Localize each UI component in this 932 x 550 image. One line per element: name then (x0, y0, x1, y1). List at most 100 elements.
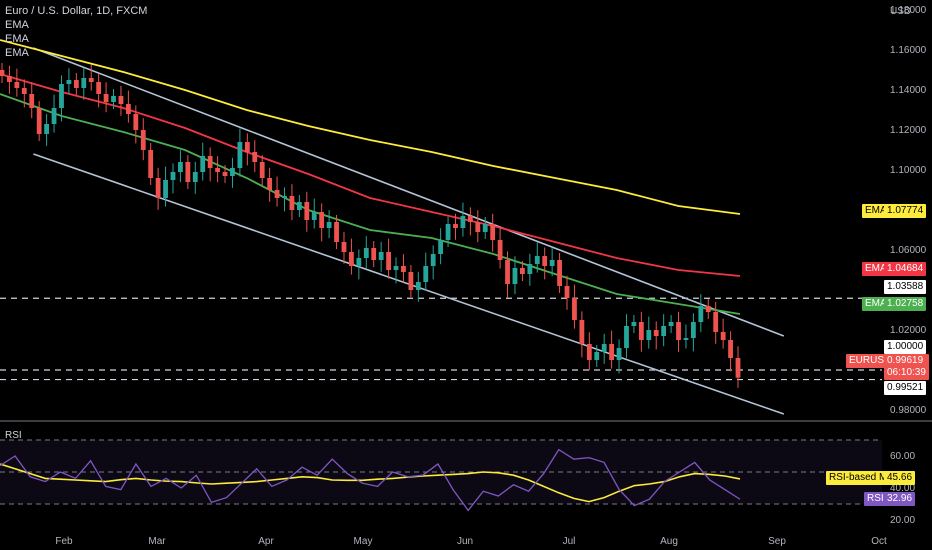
candle-body (423, 266, 429, 282)
candle-body (14, 82, 20, 88)
ema-yellow-tag: EMA (862, 204, 890, 218)
candle-body (490, 224, 496, 240)
price-tick-label: 1.10000 (890, 165, 927, 176)
candle-body (453, 224, 458, 228)
candle-body (185, 162, 191, 182)
candle-body (73, 80, 79, 88)
candle-body (200, 156, 206, 172)
candle-body (103, 94, 109, 102)
chart-legend: Euro / U.S. Dollar, 1D, FXCM EMA EMA EMA (5, 4, 147, 60)
candle-body (638, 322, 644, 340)
ema-line (0, 73, 741, 277)
candle-body (653, 330, 659, 336)
price-tick-label: 1.18000 (890, 5, 927, 16)
rsi-tick-label: 60.00 (890, 451, 915, 462)
candle-body (44, 124, 50, 134)
candle-body (282, 196, 287, 198)
candle-body (527, 264, 533, 274)
candle-body (178, 162, 183, 172)
candle-body (140, 130, 146, 150)
legend-ema-2[interactable]: EMA (5, 33, 29, 45)
price-value: 0.99619 (887, 355, 924, 366)
ema-green-value: 1.02758 (884, 297, 927, 311)
price-tick-label: 1.06000 (890, 245, 927, 256)
rsi-value: 32.96 (884, 492, 916, 506)
ema-green-tag: EMA (862, 297, 890, 311)
candle-body (259, 162, 265, 178)
candle-body (244, 142, 250, 152)
candle-body (668, 322, 674, 326)
price-tick-label: 1.12000 (890, 125, 927, 136)
candle-body (192, 172, 198, 182)
time-tick-label: Apr (258, 536, 274, 547)
candle-body (534, 256, 540, 264)
candle-body (735, 358, 741, 378)
candle-body (356, 258, 362, 266)
candle-body (698, 306, 704, 322)
legend-symbol[interactable]: Euro / U.S. Dollar, 1D, FXCM (5, 5, 148, 17)
candle-body (148, 150, 154, 178)
candle-body (230, 168, 235, 176)
candle-body (393, 266, 399, 270)
candle-body (475, 222, 481, 232)
candle-body (222, 172, 228, 176)
rsi-pane-label[interactable]: RSI (5, 430, 22, 441)
time-tick-label: Mar (148, 536, 166, 547)
candle-body (118, 96, 124, 104)
candle-body (96, 82, 102, 94)
candle-body (349, 252, 354, 266)
candle-body (36, 108, 42, 134)
candle-body (289, 196, 295, 210)
candle-body (59, 84, 64, 108)
price-tick-label: 1.16000 (890, 45, 927, 56)
candle-body (311, 212, 317, 220)
candle-body (415, 282, 421, 290)
candle-body (520, 268, 525, 274)
rsi-tick-label: 20.00 (890, 515, 915, 526)
candle-body (557, 260, 562, 286)
candle-body (88, 78, 94, 82)
candle-body (0, 70, 5, 76)
candle-body (624, 326, 629, 348)
candle-body (386, 252, 391, 270)
candle-body (720, 332, 726, 340)
candle-body (549, 260, 555, 266)
candle-body (111, 96, 116, 102)
candle-body (505, 260, 510, 284)
candle-body (378, 252, 384, 260)
candle-body (21, 88, 27, 94)
candle-body (601, 344, 607, 352)
candle-body (542, 256, 548, 266)
time-tick-label: Aug (660, 536, 678, 547)
candle-body (564, 286, 570, 298)
candle-body (29, 94, 35, 108)
candle-body (609, 344, 615, 360)
time-tick-label: Jul (563, 536, 576, 547)
candle-body (237, 142, 243, 168)
level-low-tag: 0.99521 (884, 381, 927, 395)
time-tick-label: Sep (768, 536, 786, 547)
rsi-tag: RSI (864, 492, 887, 506)
candle-body (319, 212, 325, 228)
candle-body (133, 114, 139, 130)
candle-body (296, 202, 302, 210)
candle-body (163, 180, 168, 198)
candle-body (341, 242, 347, 252)
candle-body (616, 348, 622, 360)
candle-body (482, 224, 488, 232)
candle-body (676, 322, 681, 340)
candle-body (460, 216, 466, 228)
candle-body (7, 76, 12, 82)
ema-red-tag: EMA (862, 262, 890, 276)
price-tick-label: 0.98000 (890, 405, 927, 416)
countdown-value: 06:10:39 (887, 367, 926, 378)
candle-body (572, 298, 577, 320)
price-tick-label: 1.14000 (890, 85, 927, 96)
legend-ema-1[interactable]: EMA (5, 19, 29, 31)
candle-body (438, 240, 444, 254)
candle-body (690, 322, 696, 338)
legend-ema-3[interactable]: EMA (5, 47, 29, 59)
candle-body (586, 344, 592, 360)
candle-body (326, 222, 332, 228)
